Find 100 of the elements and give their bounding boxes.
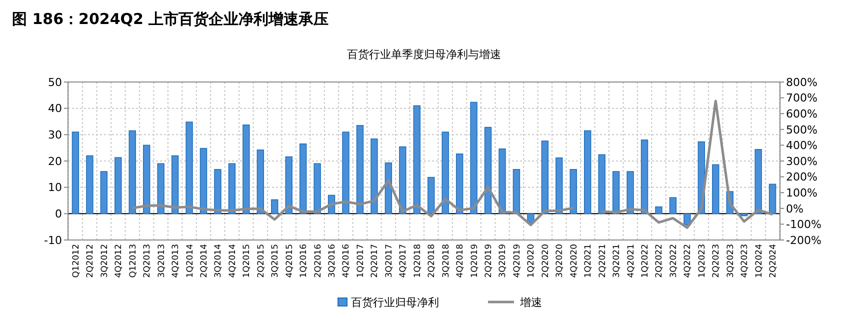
- x-tick-label: 1Q2024: [754, 244, 764, 278]
- x-tick-label: 2Q2017: [370, 244, 380, 278]
- bar: [200, 148, 208, 214]
- y2-tick-label: 0%: [786, 202, 804, 216]
- y2-tick-label: 500%: [786, 123, 818, 136]
- bar: [157, 163, 164, 214]
- x-tick-label: 4Q2023: [740, 244, 750, 278]
- x-tick-label: 3Q2015: [270, 244, 281, 278]
- bar: [186, 122, 193, 214]
- x-tick-label: 4Q2020: [569, 244, 580, 278]
- bar: [100, 171, 108, 214]
- x-tick-label: 2Q2024: [768, 244, 779, 278]
- x-tick-label: 2Q2016: [313, 244, 324, 278]
- bar: [86, 155, 94, 214]
- x-tick-label: 2Q2015: [256, 244, 266, 278]
- bar: [128, 130, 136, 214]
- bar: [214, 169, 222, 214]
- bar: [470, 102, 478, 214]
- y2-tick-label: 800%: [786, 76, 818, 89]
- x-tick-label: 4Q2014: [228, 244, 238, 278]
- x-tick-label: 3Q2012: [100, 244, 110, 278]
- x-tick-label: 2Q2018: [427, 244, 438, 278]
- bar: [498, 148, 506, 214]
- bar: [598, 154, 606, 214]
- x-tick-label: 2Q2021: [598, 244, 608, 278]
- y-tick-label: 10: [48, 181, 62, 194]
- x-tick-label: 1Q2016: [299, 244, 310, 278]
- bar: [370, 138, 378, 214]
- y2-tick-label: 700%: [786, 92, 818, 105]
- bar: [399, 146, 406, 214]
- y2-tick-label: 100%: [786, 186, 818, 200]
- y-tick-label: 20: [48, 154, 62, 168]
- x-tick-label: 1Q2018: [412, 244, 423, 278]
- x-tick-label: 4Q2019: [512, 244, 522, 278]
- bar: [612, 171, 620, 214]
- x-tick-label: 1Q2020: [526, 244, 537, 278]
- chart-subtitle: 百货行业单季度归母净利与增速: [347, 48, 501, 61]
- bar: [669, 197, 677, 214]
- bar: [72, 132, 80, 214]
- y-tick-label: 0: [55, 208, 62, 221]
- x-tick-label: 3Q2018: [441, 244, 452, 278]
- x-tick-label: 2Q2023: [712, 244, 722, 278]
- bar: [114, 157, 122, 214]
- x-tick-label: 4Q2018: [456, 244, 466, 278]
- bar: [570, 169, 577, 214]
- bar: [342, 132, 350, 214]
- bar: [584, 130, 592, 214]
- bar: [754, 149, 762, 214]
- bar: [142, 144, 150, 214]
- bar: [285, 156, 292, 214]
- x-tick-label: 2Q2012: [86, 244, 96, 278]
- bar: [413, 105, 420, 214]
- x-tick-label: 2Q2020: [540, 244, 551, 278]
- bar: [712, 164, 720, 214]
- chart-title: 图 186：2024Q2 上市百货企业净利增速承压: [12, 10, 329, 28]
- bar: [271, 199, 278, 214]
- y2-tick-label: 400%: [786, 139, 818, 152]
- bar: [256, 150, 264, 214]
- y2-tick-label: -200%: [786, 234, 822, 247]
- bar: [228, 163, 236, 214]
- bar: [512, 169, 520, 214]
- bar: [171, 155, 179, 214]
- bar: [442, 132, 449, 214]
- bar: [655, 206, 662, 214]
- y2-tick-label: -100%: [786, 218, 822, 232]
- x-tick-label: 4Q2016: [342, 244, 352, 278]
- bar: [299, 143, 307, 214]
- x-tick-label: 4Q2021: [626, 244, 636, 278]
- legend-label: 百货行业归母净利: [351, 296, 439, 309]
- bar: [684, 213, 691, 226]
- y-tick-label: -10: [44, 234, 62, 247]
- bar: [768, 184, 776, 214]
- x-tick-label: 4Q2017: [398, 244, 409, 278]
- bar: [640, 140, 648, 214]
- x-tick-label: 2Q2019: [484, 244, 494, 278]
- bar: [356, 125, 364, 214]
- bar: [456, 153, 464, 214]
- legend-label: 增速: [519, 296, 542, 309]
- bar: [314, 163, 321, 214]
- x-tick-label: 3Q2021: [612, 244, 622, 278]
- x-tick-label: 1Q2014: [185, 244, 196, 278]
- x-tick-label: 3Q2016: [328, 244, 338, 278]
- x-tick-label: 3Q2013: [156, 244, 167, 278]
- bar: [484, 126, 492, 214]
- x-tick-label: 1Q2017: [356, 244, 366, 278]
- x-tick-label: 2Q2022: [654, 244, 665, 278]
- x-tick-label: 1Q2021: [584, 244, 594, 278]
- x-tick-label: 3Q2023: [726, 244, 736, 278]
- x-tick-label: 3Q2022: [668, 244, 679, 278]
- x-tick-label: 4Q2013: [171, 244, 182, 278]
- y2-tick-label: 300%: [786, 154, 818, 168]
- y2-tick-label: 600%: [786, 107, 818, 120]
- bar: [242, 124, 250, 214]
- bar: [556, 157, 563, 214]
- x-tick-label: 1Q2022: [640, 244, 650, 278]
- x-tick-label: 4Q2015: [284, 244, 295, 278]
- x-tick-label: 1Q2023: [697, 244, 708, 278]
- x-tick-label: 3Q2020: [555, 244, 566, 278]
- x-tick-label: 4Q2022: [683, 244, 694, 278]
- x-tick-label: 4Q2012: [114, 244, 124, 278]
